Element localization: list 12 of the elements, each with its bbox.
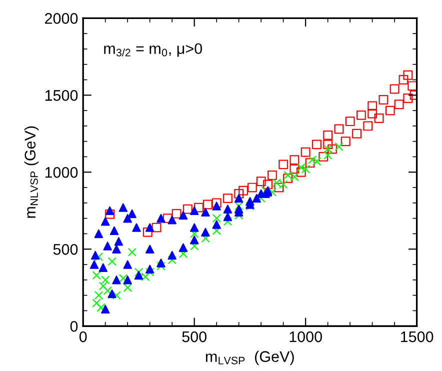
y-tick-label: 500	[53, 244, 78, 255]
y-tick-label: 1500	[45, 90, 78, 101]
y-tick-label: 1000	[45, 167, 78, 178]
x-tick-label: 0	[79, 331, 87, 342]
x-tick-label: 500	[182, 331, 206, 342]
y-axis-title: m$_{NLVSP}$ (GeV)	[24, 126, 39, 218]
y-tick-label: 0	[70, 320, 78, 332]
x-tick-label: 1000	[290, 331, 322, 342]
y-tick-label: 2000	[45, 13, 78, 24]
annotation: m$_{3/2}$ = m$_{0}$, μ>0	[104, 43, 202, 57]
x-tick-label: 1500	[400, 331, 434, 342]
x-axis-title: m$_{LVSP}$ (GeV)	[206, 350, 294, 365]
